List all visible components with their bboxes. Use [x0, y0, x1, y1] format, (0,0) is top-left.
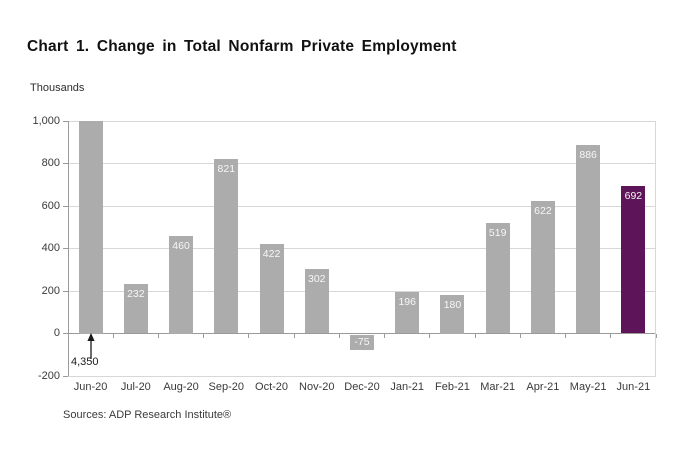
- x-axis-tick: [519, 333, 521, 338]
- y-axis-unit-label: Thousands: [30, 82, 85, 94]
- y-axis-label: 600: [41, 199, 60, 212]
- bar-value-label: 196: [398, 295, 416, 308]
- bar-nov-20: 302: [304, 269, 329, 334]
- bar-value-label: 232: [127, 288, 145, 301]
- y-axis-label: -200: [37, 369, 60, 382]
- bar-apr-21: 622: [530, 201, 555, 334]
- x-axis-tick: [157, 333, 159, 338]
- bar-value-label: 302: [308, 273, 326, 286]
- x-axis-tick: [203, 333, 205, 338]
- x-axis-tick: [429, 333, 431, 338]
- bar-value-label: 692: [624, 190, 643, 203]
- plot-area: 232 460 821 422 302 -75 196 180 519 622 886 692: [63, 120, 657, 377]
- x-axis-label-feb-21: Feb-21: [435, 381, 470, 393]
- bar-value-label: 519: [488, 227, 507, 240]
- x-axis-tick: [655, 333, 657, 338]
- x-axis-label-jun-21: Jun-21: [616, 381, 651, 393]
- bar-sep-20: 821: [214, 159, 239, 334]
- y-axis-tick: [63, 248, 68, 249]
- bar-dec-20: -75: [350, 334, 374, 351]
- bar-value-label: 460: [172, 239, 190, 252]
- x-axis-label-aug-20: Aug-20: [163, 381, 199, 393]
- x-axis-label-jan-21: Jan-21: [390, 381, 425, 393]
- h-gridline: [68, 375, 656, 377]
- h-gridline: [68, 205, 656, 207]
- x-axis-label-nov-20: Nov-20: [299, 381, 335, 393]
- x-axis-tick: [293, 333, 295, 338]
- bar-feb-21: 180: [440, 295, 465, 334]
- x-axis-tick: [610, 333, 612, 338]
- x-axis-label-jun-20: Jun-20: [73, 381, 108, 393]
- bar-oct-20: 422: [259, 243, 284, 334]
- y-axis-tick: [63, 290, 68, 292]
- x-axis-label-mar-21: Mar-21: [480, 381, 516, 393]
- x-axis-tick: [67, 333, 69, 338]
- y-axis-tick: [63, 120, 68, 122]
- x-axis-tick: [384, 333, 386, 338]
- bar-value-label: -75: [354, 336, 370, 349]
- x-axis-label-sep-20: Sep-20: [208, 381, 245, 393]
- x-axis-label-apr-21: Apr-21: [526, 381, 560, 393]
- x-axis-zero-line: [68, 333, 656, 334]
- y-axis-line: [68, 121, 69, 376]
- x-axis-tick: [338, 333, 340, 338]
- x-axis-tick: [474, 333, 476, 338]
- h-gridline: [68, 290, 656, 292]
- bar-mar-21: 519: [485, 223, 510, 334]
- y-axis-tick: [63, 375, 68, 377]
- x-axis-label-jul-20: Jul-20: [120, 381, 151, 393]
- y-axis-tick: [63, 333, 68, 334]
- x-axis-tick: [565, 333, 567, 338]
- source-note: Sources: ADP Research Institute®: [63, 409, 232, 421]
- chart-title: Chart 1. Change in Total Nonfarm Private…: [27, 38, 457, 55]
- bar-jun-20: [78, 121, 103, 334]
- x-axis-label-dec-20: Dec-20: [344, 381, 380, 393]
- y-axis-tick: [63, 163, 68, 164]
- bar-jul-20: 232: [123, 284, 148, 334]
- y-axis-label: 800: [41, 157, 60, 169]
- y-axis-label: 0: [53, 327, 60, 339]
- y-axis-label: 400: [41, 242, 60, 254]
- bar-value-label: 821: [217, 163, 236, 176]
- bar-aug-20: 460: [169, 235, 194, 334]
- h-gridline: [68, 248, 656, 249]
- plot-right-border: [655, 121, 656, 376]
- bar-value-label: 622: [534, 205, 552, 218]
- x-axis-tick: [248, 333, 250, 338]
- y-axis-label: 1,000: [32, 114, 60, 127]
- bar-value-label: 180: [443, 299, 462, 312]
- y-axis-tick: [63, 205, 68, 207]
- h-gridline: [68, 120, 656, 122]
- bar-value-label: 422: [262, 247, 281, 260]
- h-gridline: [68, 163, 656, 164]
- bar-value-label: 886: [579, 149, 597, 162]
- x-axis-tick: [112, 333, 114, 338]
- annotation-arrow-icon: [87, 333, 95, 359]
- bar-jan-21: 196: [395, 291, 420, 334]
- y-axis-label: 200: [41, 284, 60, 297]
- x-axis-label-oct-20: Oct-20: [255, 381, 289, 393]
- x-axis-label-may-21: May-21: [569, 381, 607, 393]
- bar-may-21: 886: [576, 145, 601, 334]
- bar-jun-21: 692: [621, 186, 646, 334]
